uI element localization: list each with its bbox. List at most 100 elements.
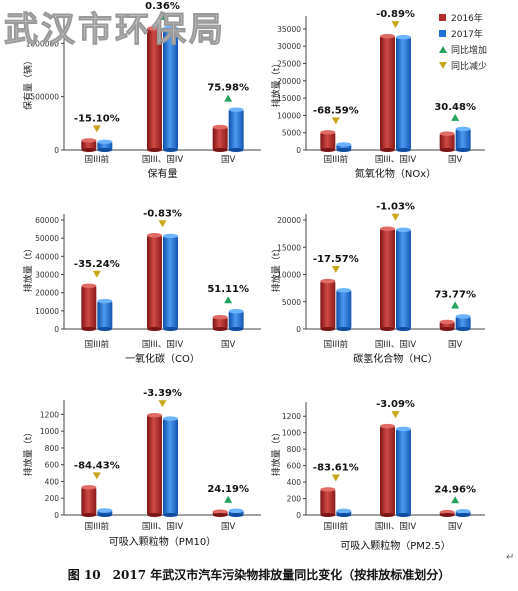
category-label: 国III前 xyxy=(324,154,349,165)
bar-2017-cap-1 xyxy=(97,298,113,304)
category-label: 国III前 xyxy=(85,154,110,165)
chart-panel-4: 0 5000 10000 15000 20000 排放量（t） -17.57% 国III前 -1… xyxy=(270,202,485,365)
bar-2017-base-2 xyxy=(163,513,178,517)
bar-2016-cap-1 xyxy=(320,278,336,284)
decrease-marker xyxy=(391,411,400,419)
bar-2017-cap-1 xyxy=(336,288,352,293)
chart-panel-3: 0 10000 20000 30000 40000 50000 60000 排放量（t） -35… xyxy=(22,208,261,365)
bar-2017-base-3 xyxy=(455,327,471,331)
y-tick-label: 5000 xyxy=(282,129,301,138)
bar-2017-cap-3 xyxy=(228,308,244,314)
y-tick-label: 35000 xyxy=(277,25,301,34)
bar-2017-3 xyxy=(228,109,244,150)
increase-marker xyxy=(451,301,460,309)
change-label: -3.09% xyxy=(376,399,415,410)
y-axis-label: 排放量（t） xyxy=(270,244,282,293)
bar-2017-cap-2 xyxy=(396,426,411,432)
bar-2016-2 xyxy=(147,28,162,150)
change-label: 30.48% xyxy=(434,102,476,113)
bar-2017-base-3 xyxy=(228,148,244,152)
bar-2017-2 xyxy=(396,37,411,151)
decrease-marker xyxy=(92,125,101,133)
bar-2017-2 xyxy=(396,229,411,329)
bar-2016-1 xyxy=(320,132,336,150)
y-tick-label: 0 xyxy=(296,146,301,155)
chart-title: 可吸入颗粒物（PM10） xyxy=(109,535,216,548)
chart-panel-2: 0 5000 10000 15000 20000 25000 30000 35000 排放量（t… xyxy=(270,9,487,180)
chart-title: 氮氧化物（NOx） xyxy=(355,167,436,180)
bar-2016-2 xyxy=(380,36,395,150)
y-tick-label: 1200 xyxy=(282,412,301,421)
decrease-marker xyxy=(158,220,167,228)
bar-2017-base-3 xyxy=(228,513,244,517)
change-label: -1.03% xyxy=(376,202,415,213)
y-tick-label: 600 xyxy=(45,461,60,470)
bar-2016-base-2 xyxy=(147,327,162,331)
y-tick-label: 1000000 xyxy=(26,39,60,48)
increase-marker xyxy=(224,296,233,304)
y-axis-label: 排放量（t） xyxy=(22,428,34,477)
decrease-marker xyxy=(331,117,340,125)
decrease-marker xyxy=(158,400,167,408)
bar-2016-cap-3 xyxy=(212,124,228,130)
y-axis-label: 排放量（t） xyxy=(22,244,34,293)
y-tick-label: 15000 xyxy=(277,94,301,103)
legend-increase-icon xyxy=(439,46,447,53)
change-label: 51.11% xyxy=(207,284,249,295)
bar-2016-cap-2 xyxy=(380,423,395,429)
bar-2017-base-2 xyxy=(396,148,411,152)
y-tick-label: 0 xyxy=(54,325,59,334)
bar-2016-cap-2 xyxy=(380,226,395,231)
increase-marker xyxy=(451,113,460,121)
category-label: 国III、国IV xyxy=(142,522,184,532)
bar-2016-base-1 xyxy=(81,327,97,331)
legend-swatch-s2017 xyxy=(439,30,446,37)
bar-2017-base-3 xyxy=(455,148,471,152)
bar-2016-base-3 xyxy=(439,327,455,331)
legend-label-up: 同比增加 xyxy=(451,44,487,56)
bar-2017-2 xyxy=(396,428,411,515)
bar-2017-2 xyxy=(163,418,178,515)
bar-2017-base-1 xyxy=(336,513,352,517)
paragraph-mark: ↵ xyxy=(506,552,515,563)
bar-2017-base-2 xyxy=(163,148,178,152)
bar-2016-cap-2 xyxy=(147,413,162,418)
y-tick-label: 400 xyxy=(45,477,60,486)
bar-2016-base-2 xyxy=(380,148,395,152)
chart-title: 一氧化碳（CO） xyxy=(125,352,200,365)
category-label: 国V xyxy=(221,155,236,165)
bar-2016-3 xyxy=(212,127,228,150)
y-tick-label: 1000 xyxy=(282,429,301,438)
y-tick-label: 25000 xyxy=(277,60,301,69)
category-label: 国III前 xyxy=(85,339,110,350)
bar-2016-base-3 xyxy=(439,148,455,152)
y-tick-label: 0 xyxy=(54,511,59,520)
bar-2017-cap-3 xyxy=(455,509,471,514)
bar-2016-cap-3 xyxy=(439,509,455,515)
y-tick-label: 600 xyxy=(287,462,302,471)
bar-2017-cap-3 xyxy=(228,508,244,514)
bar-2017-1 xyxy=(97,301,113,329)
y-tick-label: 500000 xyxy=(30,93,59,102)
change-label: 75.98% xyxy=(207,83,249,94)
category-label: 国III、国IV xyxy=(142,155,184,165)
bar-2017-cap-3 xyxy=(455,126,471,132)
category-label: 国III前 xyxy=(85,521,110,532)
y-tick-label: 10000 xyxy=(277,111,301,120)
category-label: 国V xyxy=(448,522,463,532)
y-tick-label: 40000 xyxy=(35,252,59,261)
change-label: -0.83% xyxy=(143,208,182,219)
bar-2017-cap-2 xyxy=(163,25,178,31)
change-label: -0.89% xyxy=(376,9,415,20)
bar-2016-base-2 xyxy=(147,513,162,517)
bar-2017-3 xyxy=(228,311,244,329)
change-label: 24.96% xyxy=(434,484,476,495)
bar-2016-1 xyxy=(81,140,97,150)
change-label: -17.57% xyxy=(313,254,359,265)
decrease-marker xyxy=(331,474,340,482)
category-label: 国III、国IV xyxy=(375,340,417,350)
decrease-marker xyxy=(92,472,101,480)
bar-2016-cap-3 xyxy=(439,319,455,325)
